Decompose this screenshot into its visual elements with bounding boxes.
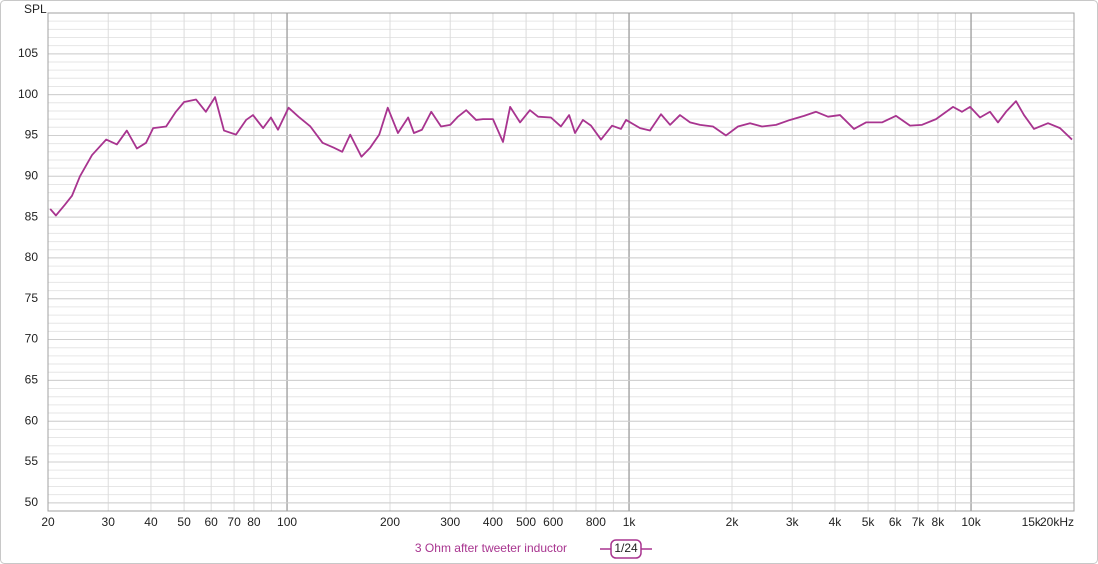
y-axis-label: SPL [24,2,47,16]
x-tick-label: 50 [177,515,191,529]
x-tick-label: 30 [102,515,116,529]
y-tick-label: 80 [25,250,39,264]
x-tick-label: 40 [144,515,158,529]
x-tick-label: 7k [912,515,926,529]
x-tick-label: 20kHz [1040,515,1074,529]
legend-smoothing: 1/24 [614,541,638,555]
legend-smoothing-box [610,539,642,559]
y-tick-label: 85 [25,209,39,223]
y-tick-label: 105 [18,46,38,60]
x-tick-label: 100 [277,515,297,529]
x-tick-label: 200 [380,515,400,529]
y-tick-label: 90 [25,168,39,182]
x-tick-label: 4k [829,515,843,529]
x-tick-label: 10k [961,515,981,529]
x-tick-label: 5k [862,515,876,529]
grid [47,12,1075,512]
y-tick-label: 50 [25,495,39,509]
x-tick-label: 300 [440,515,460,529]
x-tick-label: 80 [247,515,261,529]
legend-label: 3 Ohm after tweeter inductor [415,541,567,555]
x-tick-label: 60 [204,515,218,529]
x-tick-label: 20 [41,515,55,529]
x-tick-label: 600 [543,515,563,529]
x-tick-label: 8k [932,515,946,529]
x-tick-label: 15k [1022,515,1042,529]
x-tick-label: 2k [726,515,740,529]
y-tick-label: 100 [18,87,38,101]
series-line [49,96,1073,217]
x-tick-label: 500 [516,515,536,529]
y-tick-label: 70 [25,332,39,346]
plot-border [47,12,1075,512]
y-tick-label: 65 [25,373,39,387]
x-tick-label: 400 [483,515,503,529]
x-tick-label: 70 [227,515,241,529]
x-tick-label: 6k [889,515,903,529]
y-tick-label: 95 [25,128,39,142]
y-tick-label: 75 [25,291,39,305]
x-tick-label: 800 [586,515,606,529]
y-tick-label: 60 [25,413,39,427]
x-tick-label: 3k [786,515,800,529]
x-tick-label: 1k [623,515,637,529]
y-tick-label: 55 [25,454,39,468]
